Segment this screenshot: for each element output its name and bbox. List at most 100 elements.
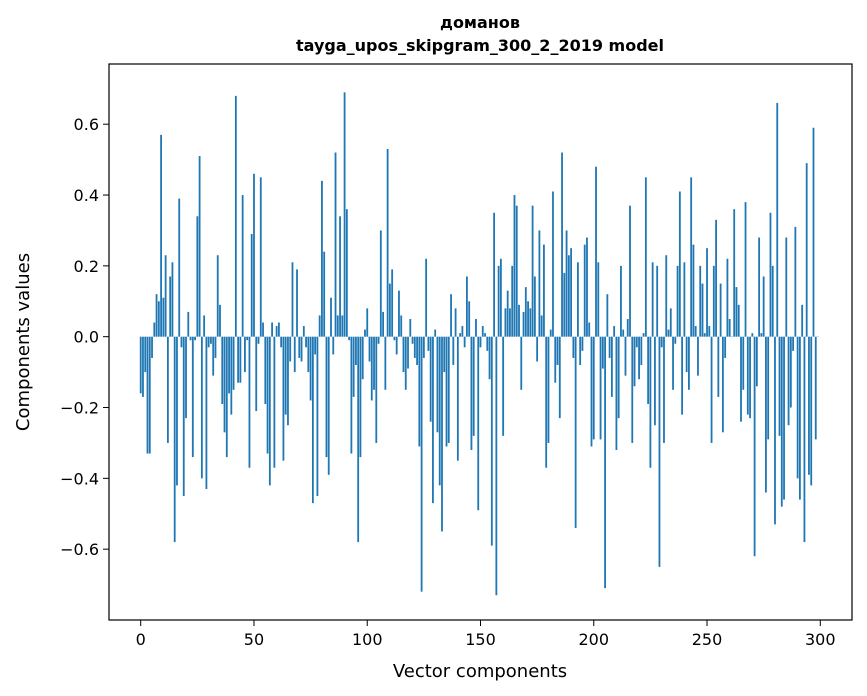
bar: [293, 336, 296, 373]
bar: [642, 333, 645, 337]
bar: [309, 336, 312, 401]
bar: [282, 336, 285, 461]
bar: [622, 329, 625, 337]
bar: [715, 219, 717, 337]
bar: [364, 329, 366, 337]
bar: [588, 322, 591, 337]
bar: [382, 311, 384, 337]
bar: [366, 308, 369, 337]
bar: [484, 333, 486, 337]
bar: [755, 336, 758, 387]
bar: [624, 336, 627, 376]
bar: [740, 336, 742, 422]
bar: [579, 336, 582, 366]
bar: [225, 336, 228, 458]
bar: [726, 258, 729, 337]
bar: [527, 301, 529, 337]
bar: [388, 283, 391, 337]
bar: [633, 336, 636, 387]
bar: [733, 209, 736, 337]
bar: [792, 336, 795, 351]
bar: [608, 336, 611, 358]
bar: [753, 336, 756, 557]
bar: [468, 301, 471, 337]
bar: [176, 336, 178, 486]
bar: [742, 336, 745, 390]
bar: [640, 336, 643, 366]
bar: [194, 336, 196, 341]
bar: [350, 336, 353, 454]
bar: [246, 336, 249, 341]
bar: [377, 336, 380, 344]
bar: [789, 336, 792, 408]
bar: [189, 336, 192, 341]
bar: [237, 336, 240, 383]
x-tick-label: 100: [352, 630, 383, 649]
bar: [717, 336, 720, 397]
bar: [513, 195, 516, 337]
bar: [420, 336, 423, 592]
bar: [466, 276, 468, 337]
bar: [171, 262, 174, 337]
bar: [794, 226, 797, 337]
bar: [506, 290, 509, 337]
bar: [359, 336, 362, 458]
bar: [615, 336, 618, 451]
bar: [142, 336, 144, 397]
bar: [808, 336, 810, 475]
plot-frame: [108, 63, 853, 621]
bar: [683, 262, 686, 337]
bar: [769, 212, 772, 337]
bar: [436, 336, 439, 433]
bar: [699, 265, 702, 337]
bar: [663, 336, 665, 443]
bar: [746, 336, 749, 415]
bar: [635, 336, 638, 348]
bar: [678, 191, 681, 337]
bar: [275, 326, 278, 337]
bar: [758, 237, 761, 337]
bar: [538, 230, 541, 337]
bar: [339, 216, 341, 337]
bar: [629, 205, 631, 337]
bar: [631, 336, 634, 443]
bar: [552, 191, 554, 337]
bar: [812, 127, 815, 337]
bar: [305, 336, 307, 348]
bar: [352, 336, 355, 397]
bar: [577, 262, 579, 337]
bar: [432, 336, 434, 504]
bar: [783, 336, 785, 500]
bar: [586, 237, 588, 337]
bar: [185, 336, 187, 419]
bar: [182, 336, 185, 497]
bar: [481, 326, 484, 337]
bar: [617, 336, 620, 419]
bar: [545, 336, 548, 468]
bar: [656, 265, 659, 337]
bar: [425, 258, 428, 337]
y-tick-label: −0.6: [60, 540, 99, 559]
bar: [148, 336, 151, 454]
bar: [221, 336, 224, 404]
x-tick-label: 50: [244, 630, 264, 649]
x-tick-label: 200: [578, 630, 609, 649]
bar: [533, 276, 536, 337]
bar-series: [139, 92, 819, 596]
bar: [169, 276, 172, 337]
bar: [207, 336, 210, 348]
bar: [583, 244, 586, 337]
bar: [574, 336, 577, 528]
bar: [257, 336, 260, 344]
chart-title-line1: доманов: [440, 13, 520, 32]
bar: [332, 336, 335, 355]
bar: [744, 202, 747, 337]
bar: [511, 265, 514, 337]
bar: [318, 315, 321, 337]
y-tick-label: 0.0: [74, 328, 99, 347]
bar: [728, 318, 731, 337]
bar: [271, 322, 273, 337]
bar: [654, 336, 656, 426]
bar: [463, 336, 466, 348]
bar: [456, 336, 459, 461]
